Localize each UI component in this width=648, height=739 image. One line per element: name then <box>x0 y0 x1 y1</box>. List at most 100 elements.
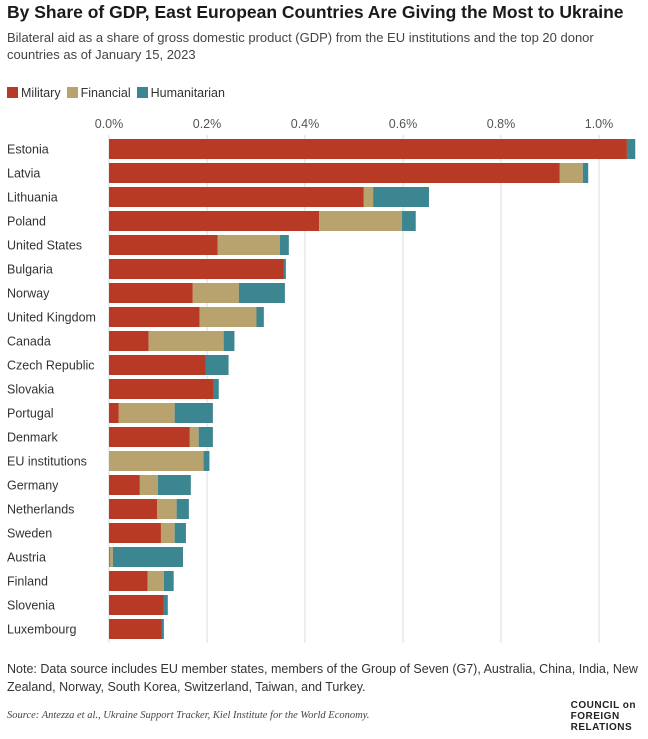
legend-label: Military <box>21 86 61 100</box>
bar-financial <box>189 427 199 447</box>
category-label: Slovenia <box>7 599 55 613</box>
category-label: United States <box>7 239 82 253</box>
bar-military <box>109 331 149 351</box>
bar-military <box>109 187 364 207</box>
category-label: Finland <box>7 575 48 589</box>
bar-financial <box>157 499 177 519</box>
legend-item-humanitarian: Humanitarian <box>136 86 225 100</box>
bar-military <box>109 427 190 447</box>
bar-humanitarian <box>223 331 235 351</box>
bar-humanitarian <box>163 595 168 615</box>
bar-financial <box>363 187 374 207</box>
category-label: Lithuania <box>7 191 58 205</box>
bar-military <box>109 475 140 495</box>
category-label: Denmark <box>7 431 58 445</box>
cfr-logo: COUNCIL on FOREIGN RELATIONS <box>571 700 636 733</box>
x-tick-label: 0.0% <box>95 117 124 131</box>
bar-financial <box>319 211 403 231</box>
bar-financial <box>559 163 583 183</box>
x-tick-label: 0.6% <box>389 117 418 131</box>
bar-humanitarian <box>161 619 164 639</box>
bar-military <box>109 139 627 159</box>
bar-humanitarian <box>174 403 213 423</box>
legend-item-military: Military <box>7 86 61 100</box>
legend-swatch <box>66 87 78 98</box>
bar-humanitarian <box>402 211 416 231</box>
x-tick-label: 0.4% <box>291 117 320 131</box>
bar-humanitarian <box>283 259 286 279</box>
category-label: Bulgaria <box>7 263 53 277</box>
category-label: EU institutions <box>7 455 87 469</box>
bar-humanitarian <box>174 523 186 543</box>
legend-swatch <box>7 87 18 98</box>
x-tick-label: 0.2% <box>193 117 222 131</box>
bar-military <box>109 595 164 615</box>
bar-financial <box>109 451 204 471</box>
bar-humanitarian <box>238 283 285 303</box>
category-label: Luxembourg <box>7 623 77 637</box>
x-tick-label: 0.8% <box>487 117 516 131</box>
plot-area: 0.0% 0.2% 0.4% 0.6% 0.8% 1.0% Estonia Latvia Lit… <box>7 117 636 643</box>
bar-financial <box>192 283 239 303</box>
bar-military <box>109 379 214 399</box>
x-tick-label: 1.0% <box>585 117 614 131</box>
category-label: Portugal <box>7 407 54 421</box>
bar-military <box>109 499 158 519</box>
bar-military <box>109 211 320 231</box>
chart-subtitle: Bilateral aid as a share of gross domest… <box>7 30 594 62</box>
category-label: Slovakia <box>7 383 54 397</box>
bar-military <box>109 355 206 375</box>
bar-military <box>109 523 161 543</box>
bar-humanitarian <box>205 355 229 375</box>
bar-humanitarian <box>280 235 289 255</box>
bar-military <box>109 619 162 639</box>
category-label: Poland <box>7 215 46 229</box>
bar-humanitarian <box>163 571 174 591</box>
bar-military <box>109 283 193 303</box>
category-label: Estonia <box>7 143 49 157</box>
bar-humanitarian <box>176 499 189 519</box>
bar-humanitarian <box>203 451 210 471</box>
legend: Military Financial Humanitarian <box>7 86 225 100</box>
category-label: Austria <box>7 551 46 565</box>
bar-military <box>109 259 284 279</box>
category-label: Germany <box>7 479 59 493</box>
logo-line: RELATIONS <box>570 722 633 733</box>
category-label: Canada <box>7 335 51 349</box>
bar-humanitarian <box>112 547 183 567</box>
category-label: Latvia <box>7 167 40 181</box>
category-label: Netherlands <box>7 503 74 517</box>
bar-military <box>109 307 200 327</box>
bar-humanitarian <box>198 427 213 447</box>
legend-label: Humanitarian <box>150 86 225 100</box>
logo-line: COUNCIL on <box>570 700 636 711</box>
bar-humanitarian <box>582 163 589 183</box>
bar-humanitarian <box>373 187 429 207</box>
bar-financial <box>199 307 257 327</box>
bar-military <box>109 235 218 255</box>
category-label: Czech Republic <box>7 359 95 373</box>
bar-humanitarian <box>158 475 191 495</box>
bar-military <box>109 163 560 183</box>
bar-financial <box>148 331 224 351</box>
bar-military <box>109 571 148 591</box>
legend-label: Financial <box>80 86 131 100</box>
bar-humanitarian <box>213 379 219 399</box>
logo-line: FOREIGN <box>570 711 620 722</box>
bar-humanitarian <box>256 307 264 327</box>
bar-financial <box>217 235 281 255</box>
bar-financial <box>118 403 175 423</box>
bar-financial <box>147 571 164 591</box>
bar-financial <box>160 523 175 543</box>
legend-item-financial: Financial <box>66 86 131 100</box>
chart-source: Source: Antezza et al., Ukraine Support … <box>7 710 370 721</box>
bar-financial <box>109 547 113 567</box>
bar-humanitarian <box>626 139 636 159</box>
category-label: Sweden <box>7 527 52 541</box>
category-label: Norway <box>7 287 50 301</box>
category-label: United Kingdom <box>7 311 96 325</box>
legend-swatch <box>136 87 148 98</box>
bar-financial <box>139 475 158 495</box>
bar-military <box>109 403 119 423</box>
